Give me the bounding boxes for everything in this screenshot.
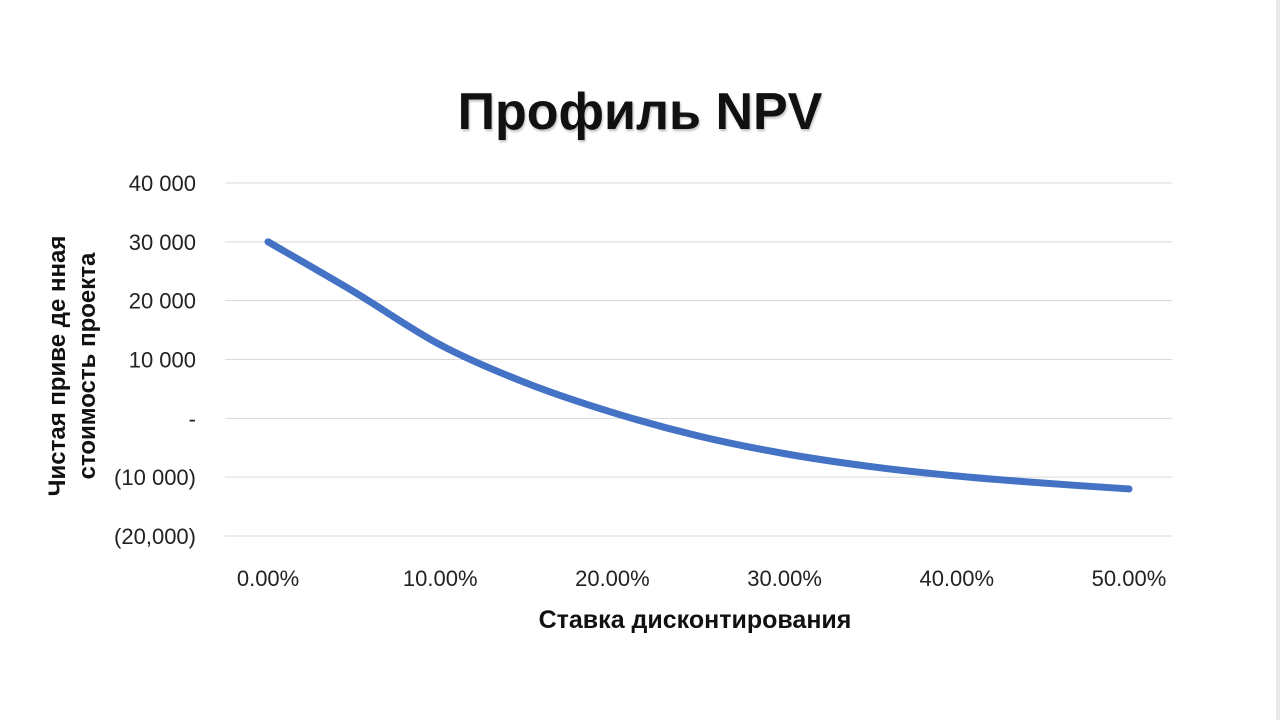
- data-point-0-3: [522, 379, 530, 387]
- y-tick-label-3: 10 000: [129, 348, 196, 373]
- y-tick-label-1: 30 000: [129, 230, 196, 255]
- y-tick-labels: 40 000 30 000 20 000 10 000 - (10 000) (20,000…: [114, 171, 196, 549]
- x-tick-labels: 0.00% 10.00% 20.00% 30.00% 40.00% 50.00%: [237, 566, 1166, 591]
- y-tick-label-4: -: [189, 406, 196, 431]
- data-point-0-1: [350, 288, 358, 296]
- y-tick-label-5: (10 000): [114, 465, 196, 490]
- gridlines: [225, 182, 1172, 537]
- data-point-0-7: [867, 463, 875, 471]
- x-tick-label-2: 20.00%: [575, 566, 650, 591]
- x-tick-label-4: 40.00%: [919, 566, 994, 591]
- y-tick-label-6: (20,000): [114, 524, 196, 549]
- data-point-0-0: [264, 238, 272, 246]
- data-point-0-9: [1039, 479, 1047, 487]
- x-tick-label-3: 30.00%: [747, 566, 822, 591]
- y-tick-label-0: 40 000: [129, 171, 196, 196]
- series-layer: [264, 238, 1133, 493]
- data-point-0-6: [781, 450, 789, 458]
- x-tick-label-0: 0.00%: [237, 566, 299, 591]
- data-point-0-8: [953, 472, 961, 480]
- x-axis-label: Ставка дисконтирования: [538, 606, 852, 634]
- x-tick-label-1: 10.00%: [403, 566, 478, 591]
- chart-title: Профиль NPV: [457, 83, 823, 141]
- right-edge-strip: [1276, 0, 1280, 720]
- data-point-0-10: [1125, 485, 1133, 493]
- series-line-0: [264, 238, 1133, 493]
- data-point-0-5: [695, 432, 702, 440]
- data-point-0-2: [436, 341, 444, 349]
- x-tick-label-5: 50.00%: [1092, 566, 1167, 591]
- data-point-0-4: [608, 408, 616, 416]
- y-tick-label-2: 20 000: [129, 289, 196, 314]
